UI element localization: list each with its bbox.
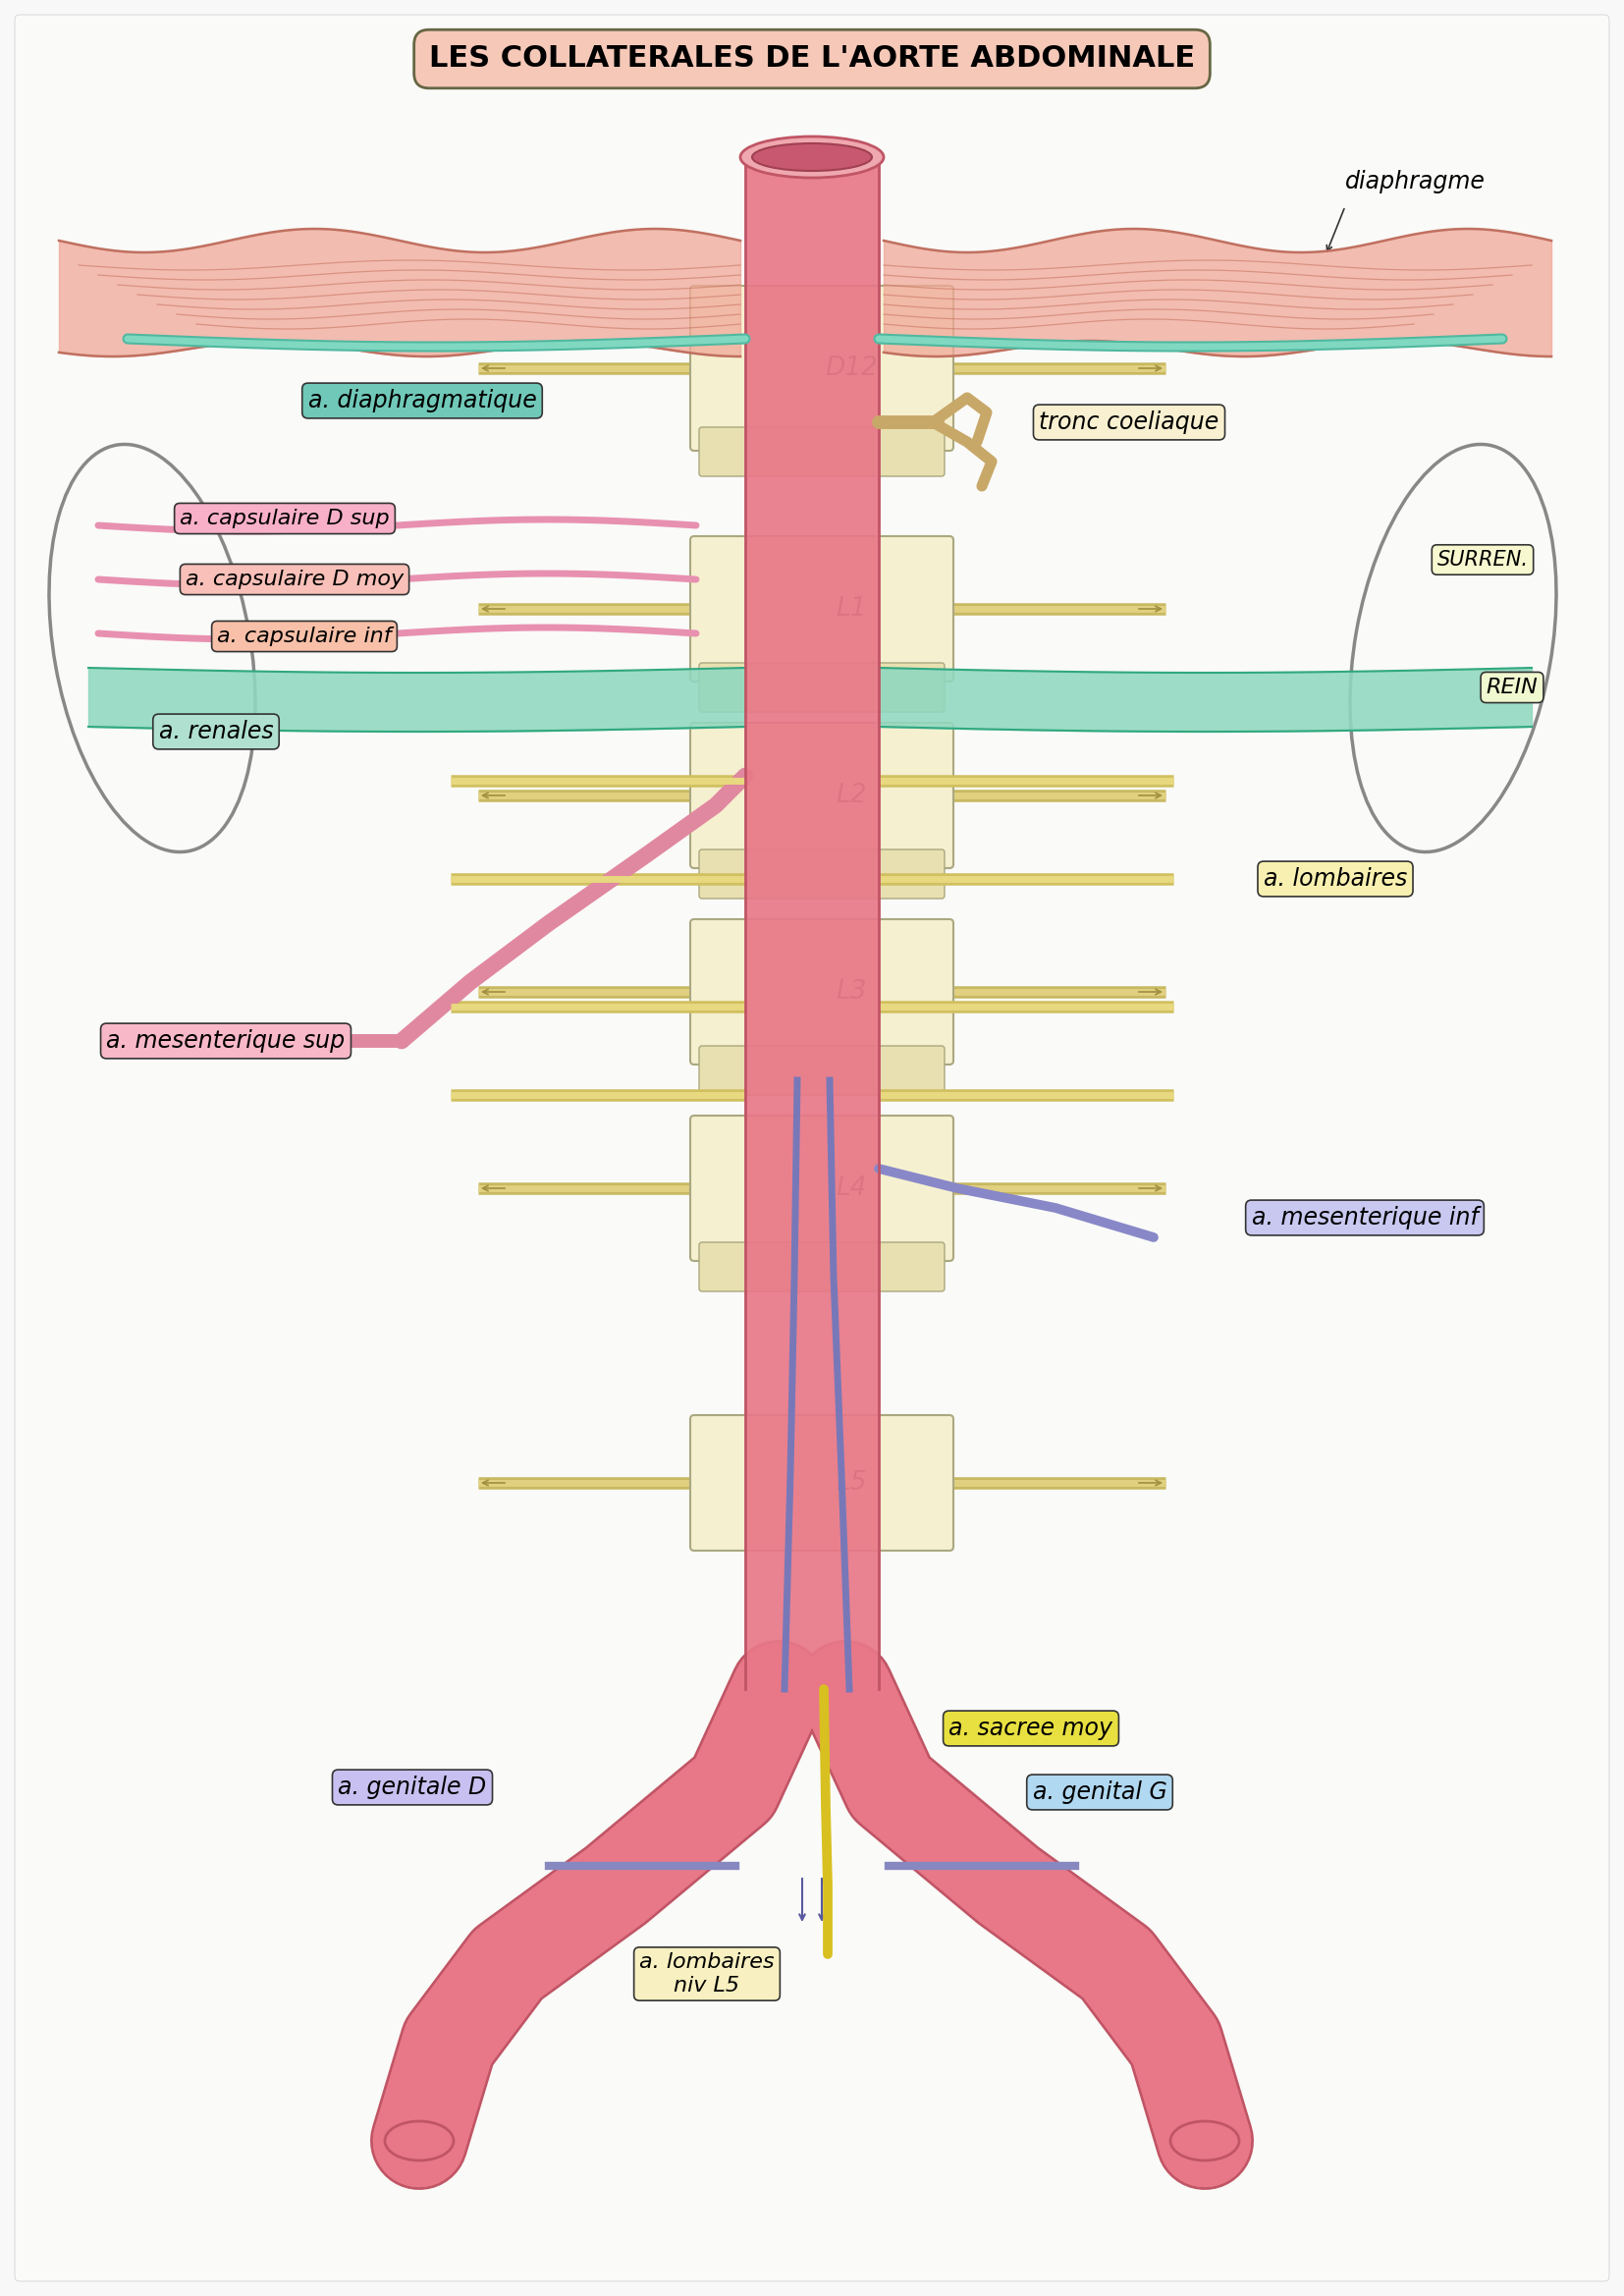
Text: a. mesenterique sup: a. mesenterique sup <box>107 1029 346 1054</box>
Text: L1: L1 <box>836 597 867 622</box>
FancyBboxPatch shape <box>690 537 953 682</box>
FancyBboxPatch shape <box>15 14 1609 2282</box>
FancyBboxPatch shape <box>690 918 953 1065</box>
Text: a. genital G: a. genital G <box>1033 1779 1166 1805</box>
Text: L4: L4 <box>836 1176 867 1201</box>
Text: a. genitale D: a. genitale D <box>338 1775 487 1800</box>
Text: a. lombaires: a. lombaires <box>1263 868 1406 891</box>
Text: diaphragme: diaphragme <box>1345 170 1486 193</box>
Text: a. sacree moy: a. sacree moy <box>948 1717 1112 1740</box>
Text: a. renales: a. renales <box>159 721 273 744</box>
Text: L5: L5 <box>836 1469 867 1495</box>
Text: tronc coeliaque: tronc coeliaque <box>1039 411 1220 434</box>
Text: a. capsulaire D moy: a. capsulaire D moy <box>185 569 404 590</box>
Ellipse shape <box>741 135 883 177</box>
Text: SURREN.: SURREN. <box>1437 551 1528 569</box>
FancyBboxPatch shape <box>690 1116 953 1261</box>
Ellipse shape <box>385 2122 453 2161</box>
FancyBboxPatch shape <box>698 1242 945 1290</box>
Text: a. diaphragmatique: a. diaphragmatique <box>309 388 536 413</box>
Text: REIN: REIN <box>1486 677 1538 698</box>
FancyBboxPatch shape <box>690 1414 953 1550</box>
FancyBboxPatch shape <box>698 850 945 898</box>
Text: L3: L3 <box>836 978 867 1006</box>
FancyBboxPatch shape <box>698 427 945 475</box>
Ellipse shape <box>752 142 872 170</box>
FancyBboxPatch shape <box>690 723 953 868</box>
FancyBboxPatch shape <box>698 1047 945 1095</box>
Text: a. mesenterique inf: a. mesenterique inf <box>1252 1205 1478 1231</box>
Text: a. capsulaire D sup: a. capsulaire D sup <box>180 510 390 528</box>
Text: a. lombaires
niv L5: a. lombaires niv L5 <box>640 1952 775 1995</box>
FancyBboxPatch shape <box>690 285 953 450</box>
Ellipse shape <box>1171 2122 1239 2161</box>
Text: LES COLLATERALES DE L'AORTE ABDOMINALE: LES COLLATERALES DE L'AORTE ABDOMINALE <box>429 44 1195 73</box>
FancyBboxPatch shape <box>698 664 945 712</box>
Text: D12: D12 <box>825 356 877 381</box>
Text: a. capsulaire inf: a. capsulaire inf <box>218 627 391 645</box>
Text: L2: L2 <box>836 783 867 808</box>
